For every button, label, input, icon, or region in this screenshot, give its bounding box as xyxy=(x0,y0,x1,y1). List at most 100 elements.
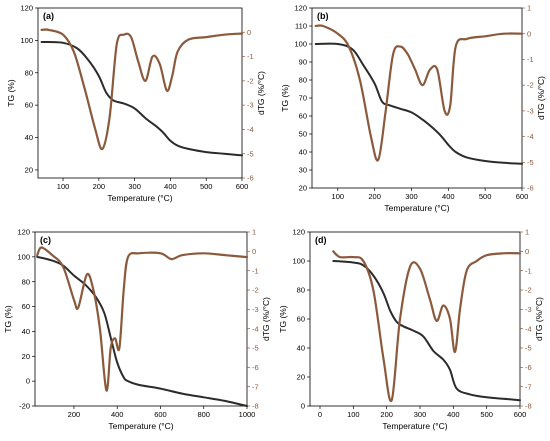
x-tick-label: 600 xyxy=(154,410,167,419)
y2-tick-label: -6 xyxy=(525,363,532,372)
y-tick-label: 120 xyxy=(294,4,307,13)
y-tick-label: 80 xyxy=(299,76,307,85)
y2-tick-label: -4 xyxy=(527,132,534,141)
y-tick-label: 60 xyxy=(25,101,33,110)
y-axis-label: TG (%) xyxy=(6,79,16,107)
tg-series-line xyxy=(314,42,523,165)
y-tick-label: 60 xyxy=(22,302,30,311)
x-tick-label: 1000 xyxy=(239,410,256,419)
y-tick-label: 40 xyxy=(299,148,307,157)
y2-tick-label: -2 xyxy=(525,286,532,295)
x-tick-label: 200 xyxy=(93,182,106,191)
panel-label: (a) xyxy=(43,11,54,21)
panel-label: (c) xyxy=(40,235,51,245)
x-tick-label: 400 xyxy=(447,410,460,419)
y-tick-label: 100 xyxy=(17,252,30,261)
y-tick-label: 90 xyxy=(299,58,307,67)
x-axis-label: Temperature (°C) xyxy=(382,421,447,431)
y2-tick-label: -3 xyxy=(527,106,534,115)
y2-tick-label: -1 xyxy=(525,266,532,275)
x-tick-label: 300 xyxy=(414,410,427,419)
y2-axis-label: dTG (%/°C) xyxy=(256,71,266,115)
y-tick-label: 100 xyxy=(292,257,305,266)
y-tick-label: 20 xyxy=(299,184,307,193)
y2-tick-label: 1 xyxy=(252,228,256,237)
x-tick-label: 200 xyxy=(68,410,81,419)
y-tick-label: 110 xyxy=(295,22,307,31)
y-axis-label: TG (%) xyxy=(280,84,290,112)
x-tick-label: 400 xyxy=(111,410,124,419)
y2-axis-label: dTG (%/°C) xyxy=(536,76,546,120)
y2-tick-label: -4 xyxy=(247,125,254,134)
plot-frame xyxy=(37,7,243,179)
y2-tick-label: -7 xyxy=(252,382,259,391)
y-tick-label: 40 xyxy=(22,327,30,336)
y-tick-label: -20 xyxy=(19,402,30,411)
y2-tick-label: -5 xyxy=(525,344,532,353)
plot-frame xyxy=(34,231,248,407)
y-tick-label: 120 xyxy=(292,228,305,237)
y2-tick-label: -3 xyxy=(252,305,259,314)
y2-tick-label: -6 xyxy=(252,363,259,372)
y2-tick-label: -6 xyxy=(247,174,254,183)
dtg-series-line xyxy=(40,28,244,151)
y2-tick-label: -1 xyxy=(247,52,254,61)
x-tick-label: 100 xyxy=(347,410,360,419)
y-tick-label: 100 xyxy=(294,40,307,49)
x-tick-label: 300 xyxy=(405,192,418,201)
x-tick-label: 500 xyxy=(480,410,493,419)
y2-tick-label: -5 xyxy=(247,149,254,158)
y2-tick-label: -1 xyxy=(527,55,534,64)
x-tick-label: 400 xyxy=(164,182,177,191)
y-tick-label: 20 xyxy=(22,352,30,361)
chart-panel: 100 200 300 400 500 600 20 30 40 50 60 70 80 90 100 110… xyxy=(280,4,546,213)
y2-tick-label: 1 xyxy=(527,4,531,13)
y-tick-label: 50 xyxy=(299,130,307,139)
y2-tick-label: -2 xyxy=(252,286,259,295)
y-tick-label: 80 xyxy=(297,286,305,295)
y2-tick-label: -7 xyxy=(525,382,532,391)
y2-tick-label: 1 xyxy=(525,228,529,237)
tg-series-line xyxy=(332,260,521,402)
y-tick-label: 120 xyxy=(17,228,30,237)
tg-series-line xyxy=(36,255,248,407)
panel-label: (d) xyxy=(315,235,327,245)
x-tick-label: 800 xyxy=(197,410,210,419)
y-tick-label: 30 xyxy=(299,166,307,175)
y2-tick-label: -8 xyxy=(525,402,532,411)
y2-axis-label: dTG (%/°C) xyxy=(534,297,544,341)
y-tick-label: 0 xyxy=(301,402,305,411)
y2-tick-label: -4 xyxy=(525,324,532,333)
x-tick-label: 300 xyxy=(128,182,141,191)
x-tick-label: 400 xyxy=(442,192,455,201)
y2-tick-label: -2 xyxy=(527,81,534,90)
y2-tick-label: -8 xyxy=(252,402,259,411)
y2-tick-label: -1 xyxy=(252,266,259,275)
x-axis-label: Temperature (°C) xyxy=(108,421,173,431)
x-tick-label: 600 xyxy=(236,182,249,191)
x-tick-label: 200 xyxy=(368,192,381,201)
y-tick-label: 120 xyxy=(20,4,33,13)
y-tick-label: 100 xyxy=(20,36,33,45)
y-tick-label: 80 xyxy=(22,277,30,286)
y-tick-label: 60 xyxy=(299,112,307,121)
y-tick-label: 60 xyxy=(297,315,305,324)
y2-axis-label: dTG (%/°C) xyxy=(261,297,271,341)
y2-tick-label: 0 xyxy=(525,247,529,256)
x-tick-label: 0 xyxy=(318,410,322,419)
dtg-series-line xyxy=(314,24,524,162)
y2-tick-label: -5 xyxy=(527,158,534,167)
y-tick-label: 70 xyxy=(299,94,307,103)
y2-tick-label: -3 xyxy=(525,305,532,314)
x-tick-label: 600 xyxy=(516,192,529,201)
y-tick-label: 40 xyxy=(297,344,305,353)
y2-tick-label: -6 xyxy=(527,184,534,193)
tg-series-line xyxy=(40,41,243,157)
y-tick-label: 20 xyxy=(297,373,305,382)
x-tick-label: 100 xyxy=(57,182,70,191)
x-tick-label: 500 xyxy=(479,192,492,201)
y2-tick-label: 0 xyxy=(527,29,531,38)
y-tick-label: 0 xyxy=(26,377,30,386)
x-axis-label: Temperature (°C) xyxy=(384,203,449,213)
y2-tick-label: 0 xyxy=(247,28,251,37)
